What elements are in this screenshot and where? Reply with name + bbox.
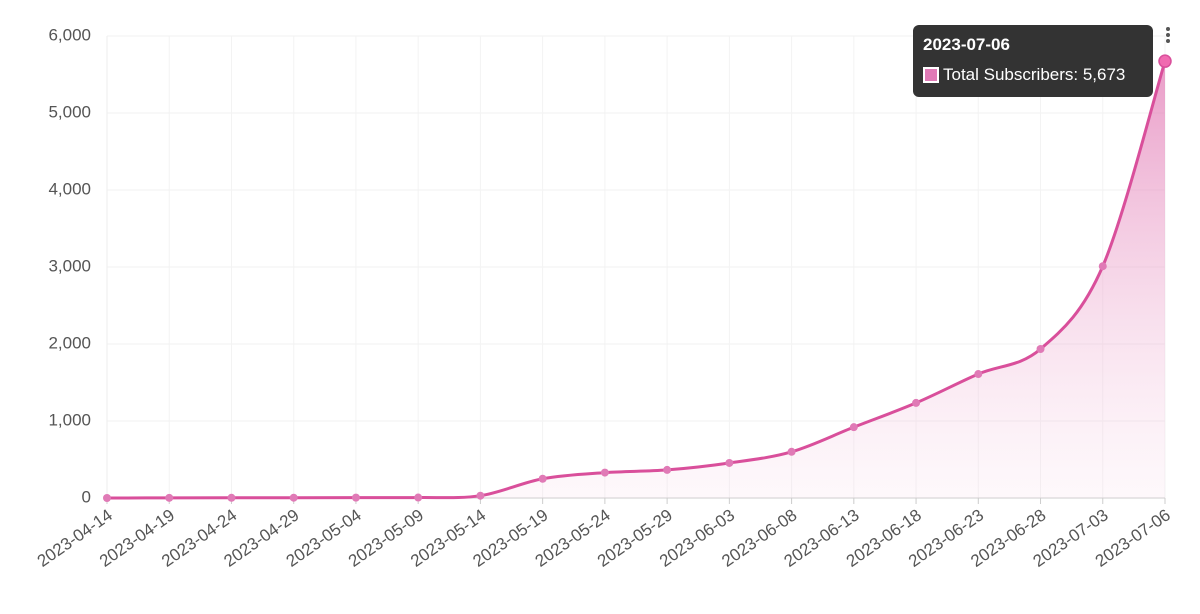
y-tick-label: 5,000	[48, 102, 91, 121]
menu-button[interactable]	[1166, 27, 1172, 45]
point	[912, 398, 921, 407]
tooltip-series: Total Subscribers	[943, 65, 1074, 84]
point	[663, 465, 672, 474]
point	[227, 493, 236, 502]
point	[1158, 54, 1172, 68]
tooltip-value: 5,673	[1073, 65, 1126, 85]
point	[351, 493, 360, 502]
tooltip-title: 2023-07-06	[923, 35, 1010, 54]
y-tick-label: 6,000	[48, 25, 91, 44]
tooltip: 2023-07-06 Total Subscribers5,673	[913, 25, 1153, 97]
point	[476, 491, 485, 500]
y-tick-label: 2,000	[48, 333, 91, 352]
point	[849, 423, 858, 432]
point	[414, 493, 423, 502]
y-tick-label: 3,000	[48, 256, 91, 275]
point	[974, 370, 983, 379]
y-tick-label: 0	[82, 487, 91, 506]
point	[1098, 262, 1107, 271]
point	[600, 468, 609, 477]
point	[538, 474, 547, 483]
tooltip-swatch	[923, 67, 939, 83]
point	[725, 458, 734, 467]
point	[165, 493, 174, 502]
y-tick-label: 4,000	[48, 179, 91, 198]
y-tick-label: 1,000	[48, 410, 91, 429]
area-fill	[107, 61, 1165, 498]
point	[1036, 345, 1045, 354]
tooltip-line: Total Subscribers5,673	[923, 65, 1143, 85]
point	[787, 447, 796, 456]
point	[289, 493, 298, 502]
point	[103, 494, 111, 502]
